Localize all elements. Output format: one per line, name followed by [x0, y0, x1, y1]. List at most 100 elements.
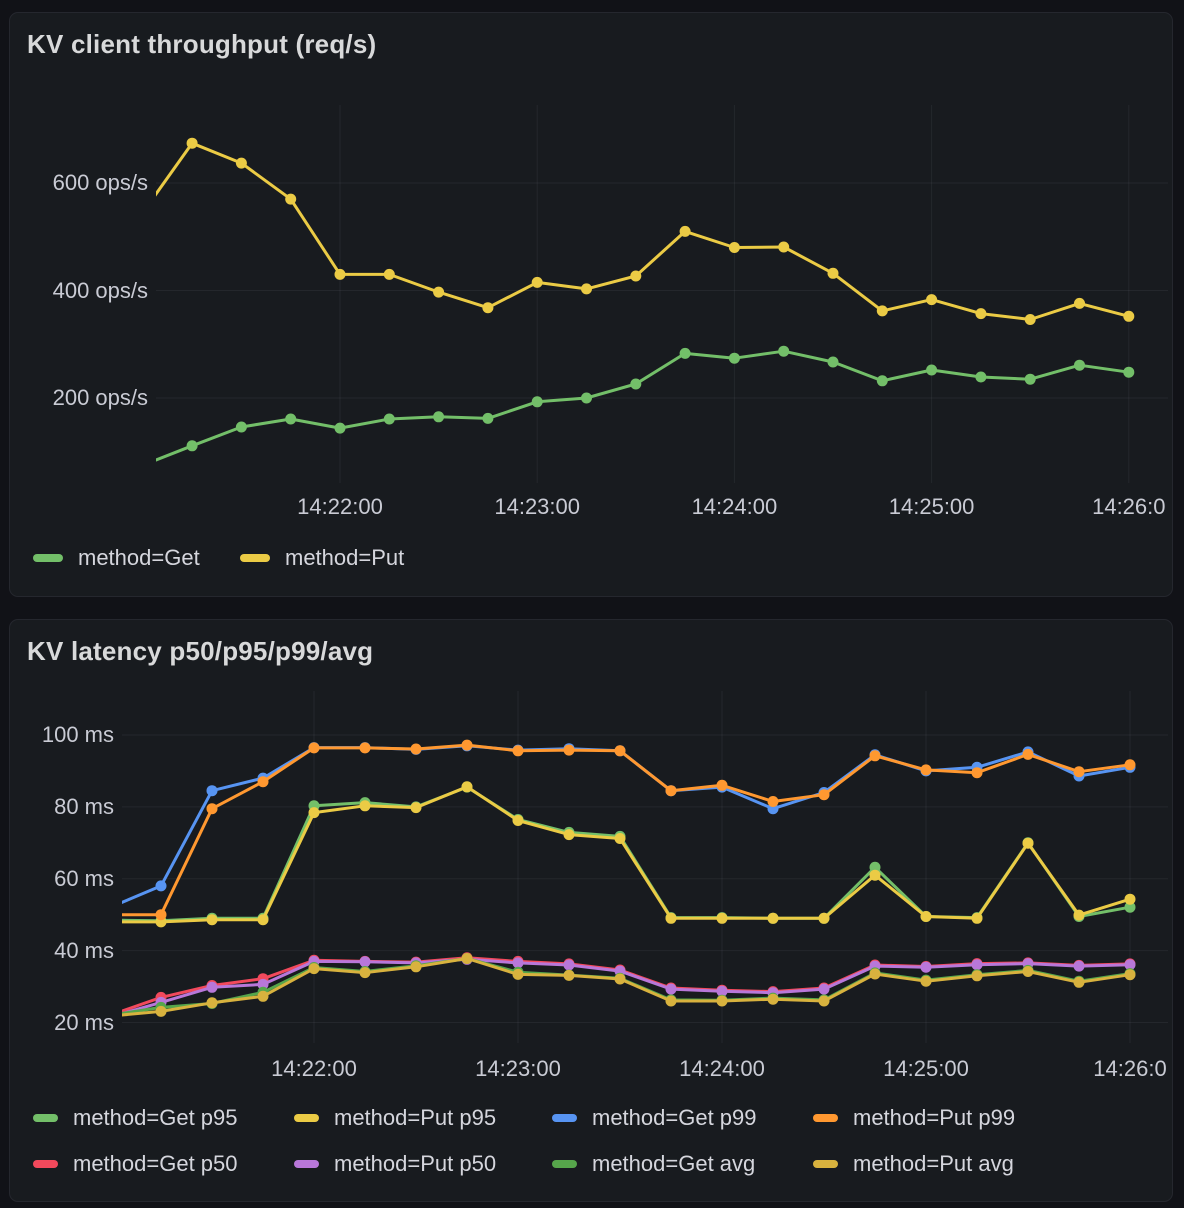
- data-point: [818, 983, 830, 995]
- data-point: [818, 912, 830, 924]
- legend-item[interactable]: method=Get p99: [552, 1104, 757, 1132]
- data-point: [383, 268, 395, 280]
- data-point: [410, 802, 422, 814]
- data-point: [308, 963, 320, 975]
- data-point: [1124, 959, 1136, 971]
- series-method-get-p95: [122, 781, 1136, 927]
- data-point: [827, 356, 839, 368]
- data-point: [679, 347, 691, 359]
- data-point: [359, 956, 371, 968]
- data-point: [235, 421, 247, 433]
- data-point: [531, 276, 543, 288]
- legend-label: method=Put p95: [334, 1105, 497, 1130]
- legend-label: method=Put p50: [334, 1151, 497, 1176]
- data-point: [137, 207, 148, 218]
- data-point: [1124, 969, 1136, 981]
- data-point: [767, 912, 779, 924]
- data-point: [869, 968, 881, 980]
- data-point: [512, 968, 524, 980]
- y-axis-label: 600 ops/s: [52, 170, 148, 195]
- legend-item[interactable]: method=Put p99: [813, 1104, 1015, 1132]
- data-point: [410, 743, 422, 755]
- data-point: [334, 422, 346, 434]
- x-axis-label: 14:26:0: [1092, 494, 1166, 519]
- data-point: [1022, 966, 1034, 977]
- legend-label: method=Put avg: [853, 1151, 1014, 1176]
- data-point: [716, 995, 728, 1007]
- data-point: [716, 912, 728, 924]
- data-point: [716, 985, 728, 997]
- x-axis-label: 14:24:00: [679, 1056, 765, 1081]
- data-point: [155, 1005, 167, 1017]
- data-point: [257, 978, 269, 990]
- data-point: [512, 745, 524, 757]
- data-point: [186, 440, 198, 452]
- data-point: [827, 267, 839, 279]
- data-point: [679, 225, 691, 237]
- data-point: [482, 412, 494, 424]
- series-color-dash-icon: [294, 1160, 319, 1168]
- data-point: [630, 270, 642, 282]
- panel-title: KV client throughput (req/s): [27, 29, 377, 59]
- data-point: [818, 789, 830, 801]
- series-method-get-p99: [122, 740, 1136, 905]
- data-point: [869, 750, 881, 762]
- data-point: [975, 308, 987, 320]
- chart-canvas[interactable]: [10, 13, 1173, 597]
- data-point: [1123, 310, 1135, 322]
- legend-item[interactable]: method=Get: [33, 544, 200, 572]
- data-point: [1074, 297, 1085, 309]
- data-point: [630, 378, 642, 390]
- data-point: [206, 803, 218, 815]
- x-axis-label: 14:25:00: [883, 1056, 969, 1081]
- data-point: [285, 193, 297, 205]
- data-point: [920, 911, 932, 922]
- data-point: [767, 993, 779, 1005]
- data-point: [359, 967, 371, 979]
- data-point: [778, 345, 790, 357]
- data-point: [926, 294, 938, 306]
- data-point: [206, 997, 218, 1009]
- y-axis-label: 100 ms: [41, 722, 114, 747]
- data-point: [206, 914, 218, 926]
- panel-title: KV latency p50/p95/p99/avg: [27, 636, 374, 666]
- legend-item[interactable]: method=Put avg: [813, 1150, 1014, 1178]
- legend-item[interactable]: method=Put p95: [294, 1104, 496, 1132]
- grid-lines: [156, 105, 1168, 483]
- data-point: [531, 396, 543, 408]
- chart-canvas[interactable]: [10, 620, 1173, 1202]
- data-point: [920, 764, 932, 776]
- throughput-chart[interactable]: 600 ops/s 400 ops/s 200 ops/s 14:22:00 14:23…: [10, 13, 1172, 596]
- legend-label: method=Get: [78, 545, 200, 570]
- legend-label: method=Put: [285, 545, 405, 570]
- data-point: [716, 779, 728, 791]
- data-point: [767, 796, 779, 807]
- y-axis-label: 200 ops/s: [52, 385, 148, 410]
- series-method-put-p99: [122, 739, 1136, 921]
- latency-chart[interactable]: 100 ms 80 ms 60 ms 40 ms 20 ms 14:22:00 14:23:…: [10, 620, 1172, 1201]
- y-axis-label: 20 ms: [54, 1009, 114, 1035]
- data-point: [971, 912, 983, 924]
- data-point: [334, 268, 346, 280]
- legend-item[interactable]: method=Get p95: [33, 1104, 238, 1132]
- legend-item[interactable]: method=Get avg: [552, 1150, 755, 1178]
- data-point: [461, 739, 473, 751]
- x-axis-label: 14:26:0: [1093, 1056, 1167, 1081]
- data-point: [869, 861, 881, 873]
- legend-item[interactable]: method=Put p50: [294, 1150, 496, 1178]
- series-color-dash-icon: [240, 554, 270, 562]
- data-point: [614, 973, 626, 985]
- y-axis-label: 400 ops/s: [52, 277, 148, 303]
- series-color-dash-icon: [552, 1114, 577, 1122]
- x-axis-label: 14:23:00: [475, 1056, 561, 1081]
- legend-item[interactable]: method=Put: [240, 544, 404, 572]
- data-point: [433, 286, 445, 298]
- series-color-dash-icon: [552, 1160, 577, 1168]
- y-axis-label: 80 ms: [54, 793, 114, 819]
- data-point: [971, 970, 983, 982]
- series-color-dash-icon: [33, 1114, 58, 1122]
- data-point: [1124, 759, 1136, 771]
- data-point: [137, 460, 148, 471]
- legend-item[interactable]: method=Get p50: [33, 1150, 238, 1178]
